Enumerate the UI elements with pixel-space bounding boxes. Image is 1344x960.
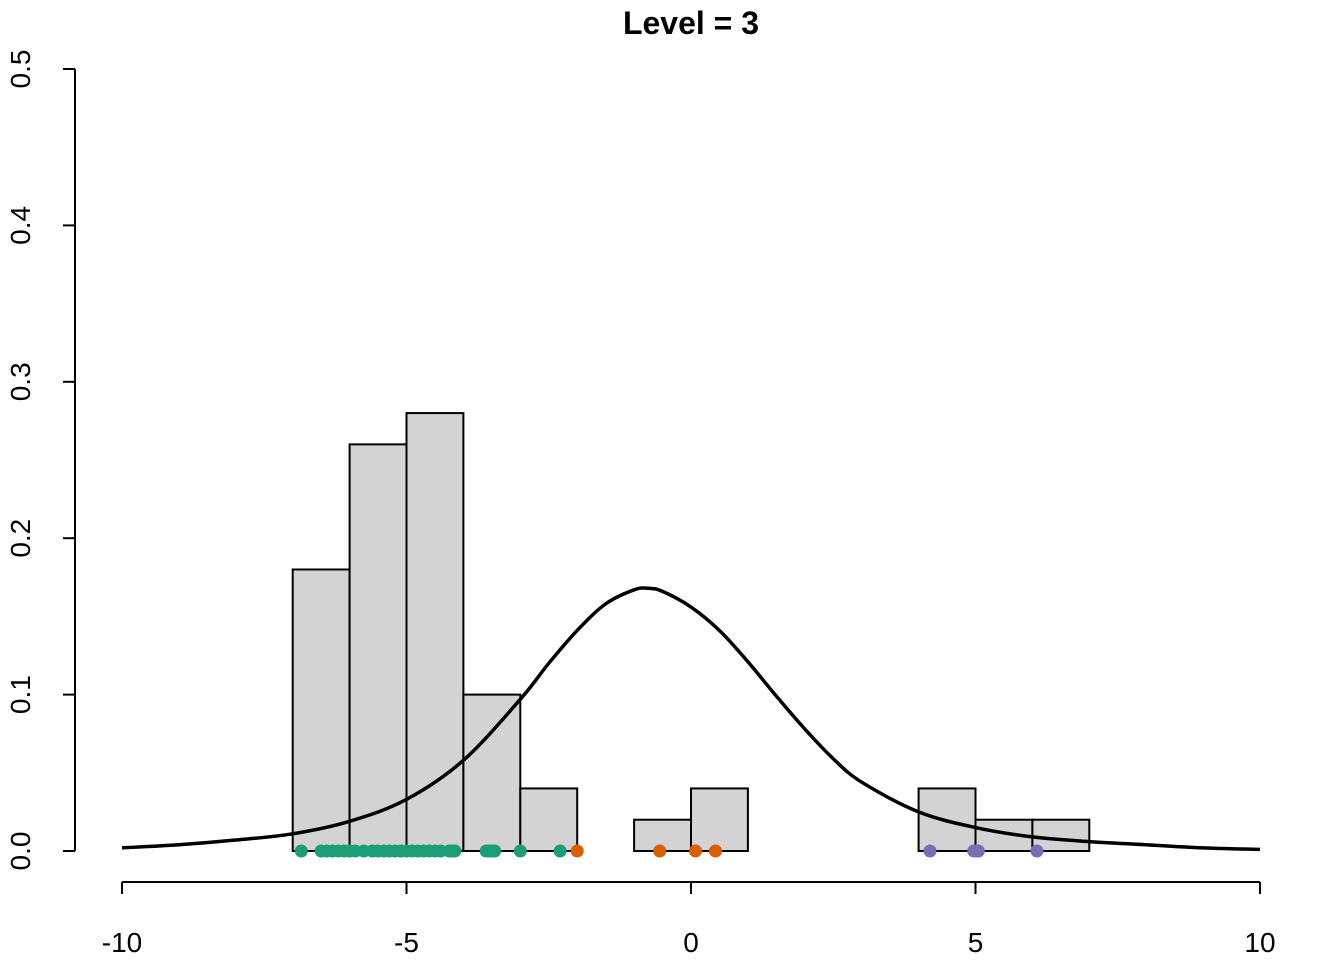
x-tick-label: -5 xyxy=(394,927,419,958)
y-tick-label: 0.3 xyxy=(5,362,36,401)
data-point-series-3 xyxy=(923,844,937,858)
data-point-series-1 xyxy=(488,844,502,858)
density-curve-group xyxy=(121,586,1261,852)
histogram-bar xyxy=(462,693,522,852)
histogram-bar xyxy=(405,412,465,852)
data-points xyxy=(294,844,1044,858)
y-tick-label: 0.0 xyxy=(5,832,36,871)
x-tick-label: 5 xyxy=(968,927,984,958)
data-point-series-3 xyxy=(1030,844,1044,858)
data-point-series-2 xyxy=(570,844,584,858)
histogram-bars xyxy=(291,412,1091,853)
data-point-series-2 xyxy=(708,844,722,858)
data-point-series-3 xyxy=(971,844,985,858)
histogram-bar xyxy=(348,443,408,852)
chart-title: Level = 3 xyxy=(623,5,759,41)
data-point-series-2 xyxy=(653,844,667,858)
density-curve xyxy=(121,586,1261,852)
x-tick-label: 0 xyxy=(683,927,699,958)
x-tick-label: 10 xyxy=(1244,927,1275,958)
y-tick-label: 0.2 xyxy=(5,519,36,558)
y-tick-label: 0.1 xyxy=(5,675,36,714)
y-tick-label: 0.5 xyxy=(5,50,36,89)
data-point-series-2 xyxy=(689,844,703,858)
y-tick-label: 0.4 xyxy=(5,206,36,245)
data-point-series-1 xyxy=(448,844,462,858)
y-axis: 0.0 0.1 0.2 0.3 0.4 0.5 xyxy=(5,50,76,871)
histogram-bar xyxy=(519,787,579,853)
histogram-bar xyxy=(1031,818,1091,852)
histogram-bar xyxy=(291,568,351,852)
x-axis: -10 -5 0 5 10 xyxy=(102,881,1276,958)
histogram-bar xyxy=(690,787,749,853)
data-point-series-1 xyxy=(513,844,527,858)
x-tick-label: -10 xyxy=(102,927,142,958)
data-point-series-1 xyxy=(553,844,567,858)
data-point-series-1 xyxy=(294,844,308,858)
